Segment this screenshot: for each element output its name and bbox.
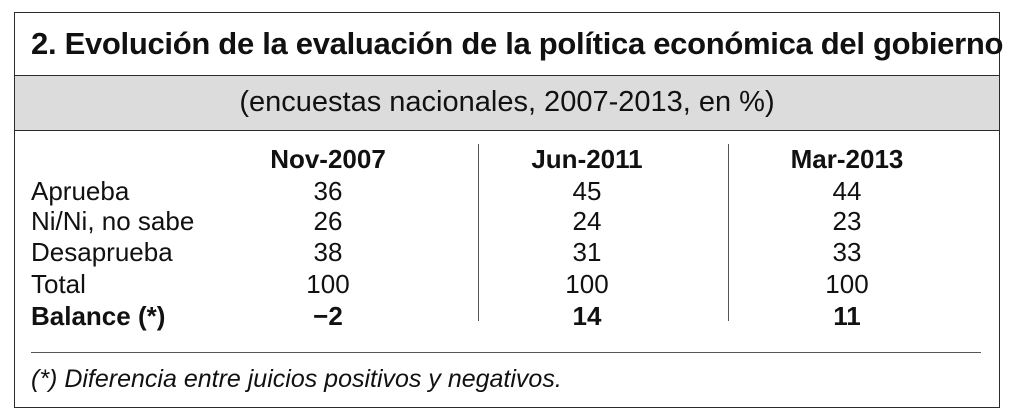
- column-divider: [478, 144, 479, 321]
- cell-value: 31: [572, 237, 602, 267]
- cell-value: 11: [833, 301, 861, 331]
- cell-value: 38: [313, 237, 343, 267]
- row-label-total: Total: [31, 269, 86, 299]
- column-header-jun-2011: Jun-2011: [531, 144, 643, 174]
- cell-value: 100: [825, 269, 869, 299]
- table-title: 2. Evolución de la evaluación de la polí…: [31, 26, 1004, 61]
- cell-value: 33: [832, 237, 862, 267]
- cell-value: 36: [313, 176, 343, 206]
- row-label-aprueba: Aprueba: [31, 176, 130, 206]
- cell-value: 45: [572, 176, 602, 206]
- cell-value: 24: [572, 206, 602, 236]
- footnote: (*) Diferencia entre juicios positivos y…: [31, 365, 562, 393]
- column-header-mar-2013: Mar-2013: [790, 144, 904, 174]
- table-frame: 2. Evolución de la evaluación de la polí…: [14, 12, 1004, 408]
- footnote-divider: [31, 352, 981, 353]
- cell-value: −2: [313, 301, 343, 331]
- cell-value: 100: [306, 269, 350, 299]
- row-label-ni-ni: Ni/Ni, no sabe: [31, 206, 195, 236]
- row-label-desaprueba: Desaprueba: [31, 237, 173, 267]
- column-header-nov-2007: Nov-2007: [270, 144, 386, 174]
- cell-value: 44: [832, 176, 862, 206]
- cell-value: 23: [832, 206, 862, 236]
- cell-value: 26: [313, 206, 343, 236]
- cell-value: 14: [572, 301, 602, 331]
- column-divider: [728, 144, 729, 321]
- row-label-balance: Balance (*): [31, 301, 166, 331]
- cell-value: 100: [565, 269, 609, 299]
- table-subtitle: (encuestas nacionales, 2007-2013, en %): [15, 75, 999, 131]
